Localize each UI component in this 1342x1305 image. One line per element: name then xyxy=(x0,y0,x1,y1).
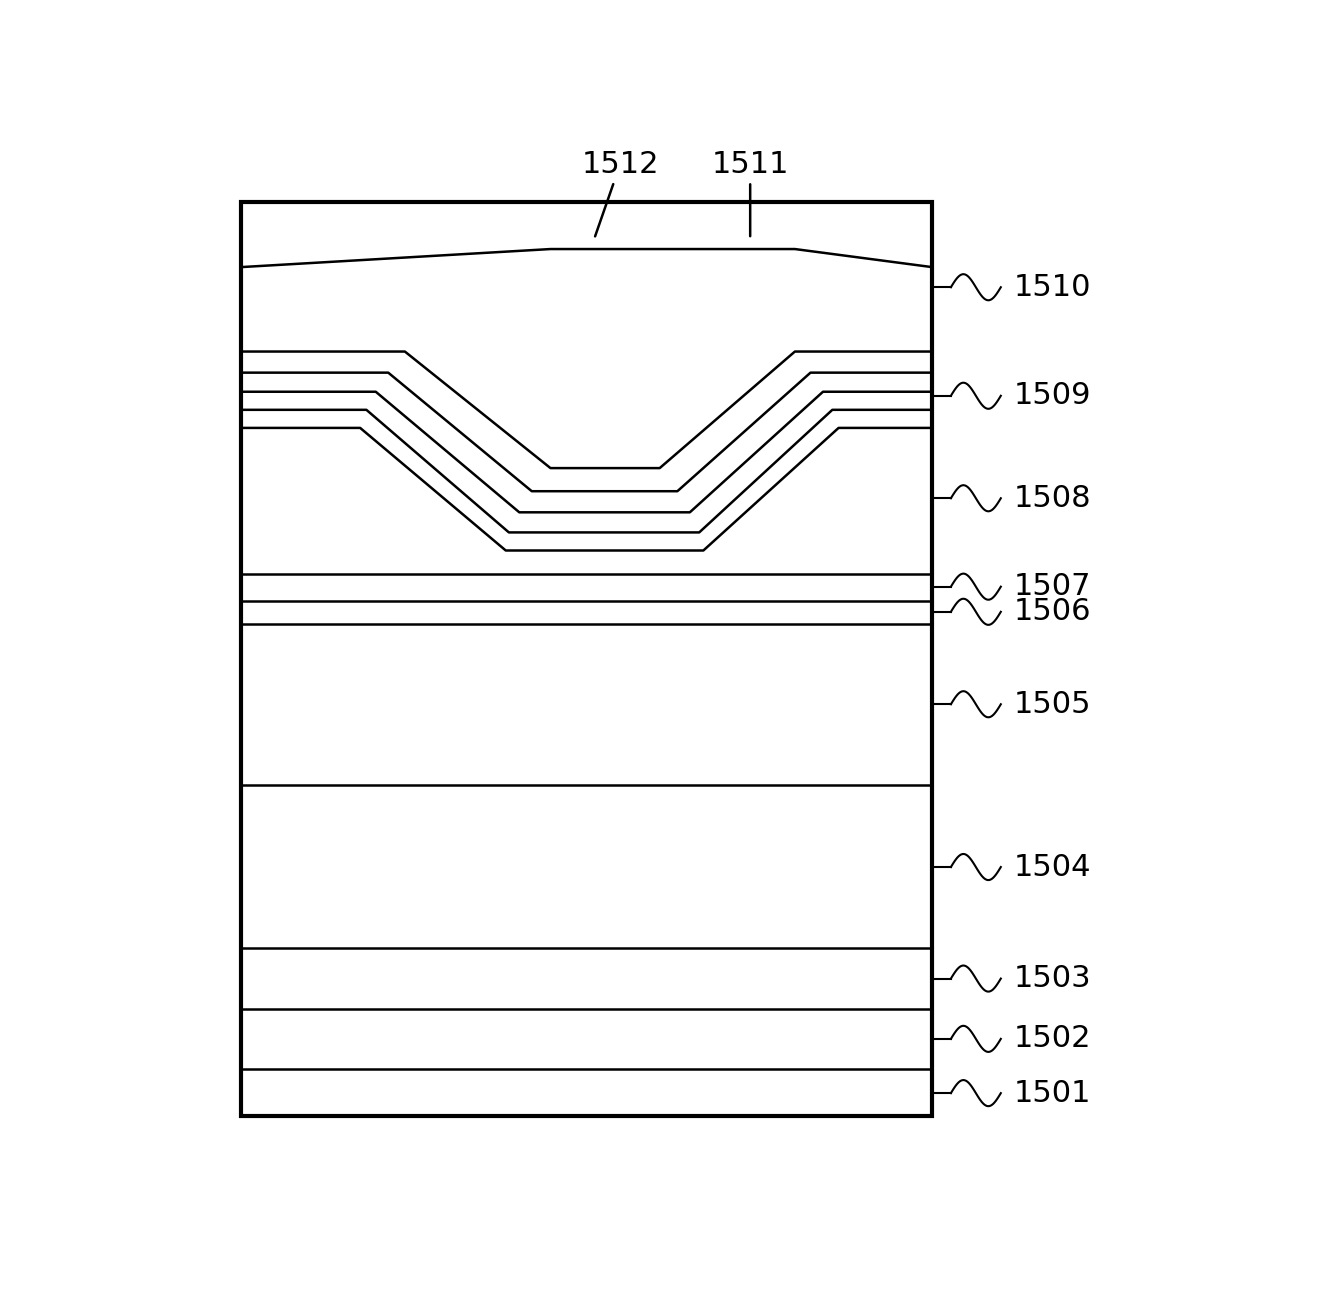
Text: 1505: 1505 xyxy=(1013,690,1091,719)
Text: 1502: 1502 xyxy=(1013,1024,1091,1053)
Text: 1512: 1512 xyxy=(581,150,659,236)
Text: 1503: 1503 xyxy=(1013,964,1091,993)
Text: 1509: 1509 xyxy=(1013,381,1091,410)
Text: 1510: 1510 xyxy=(1013,273,1091,301)
Text: 1506: 1506 xyxy=(1013,598,1091,626)
Text: 1501: 1501 xyxy=(1013,1079,1091,1108)
Text: 1511: 1511 xyxy=(711,150,789,236)
Text: 1508: 1508 xyxy=(1013,484,1091,513)
Text: 1507: 1507 xyxy=(1013,572,1091,602)
Text: 1504: 1504 xyxy=(1013,852,1091,882)
